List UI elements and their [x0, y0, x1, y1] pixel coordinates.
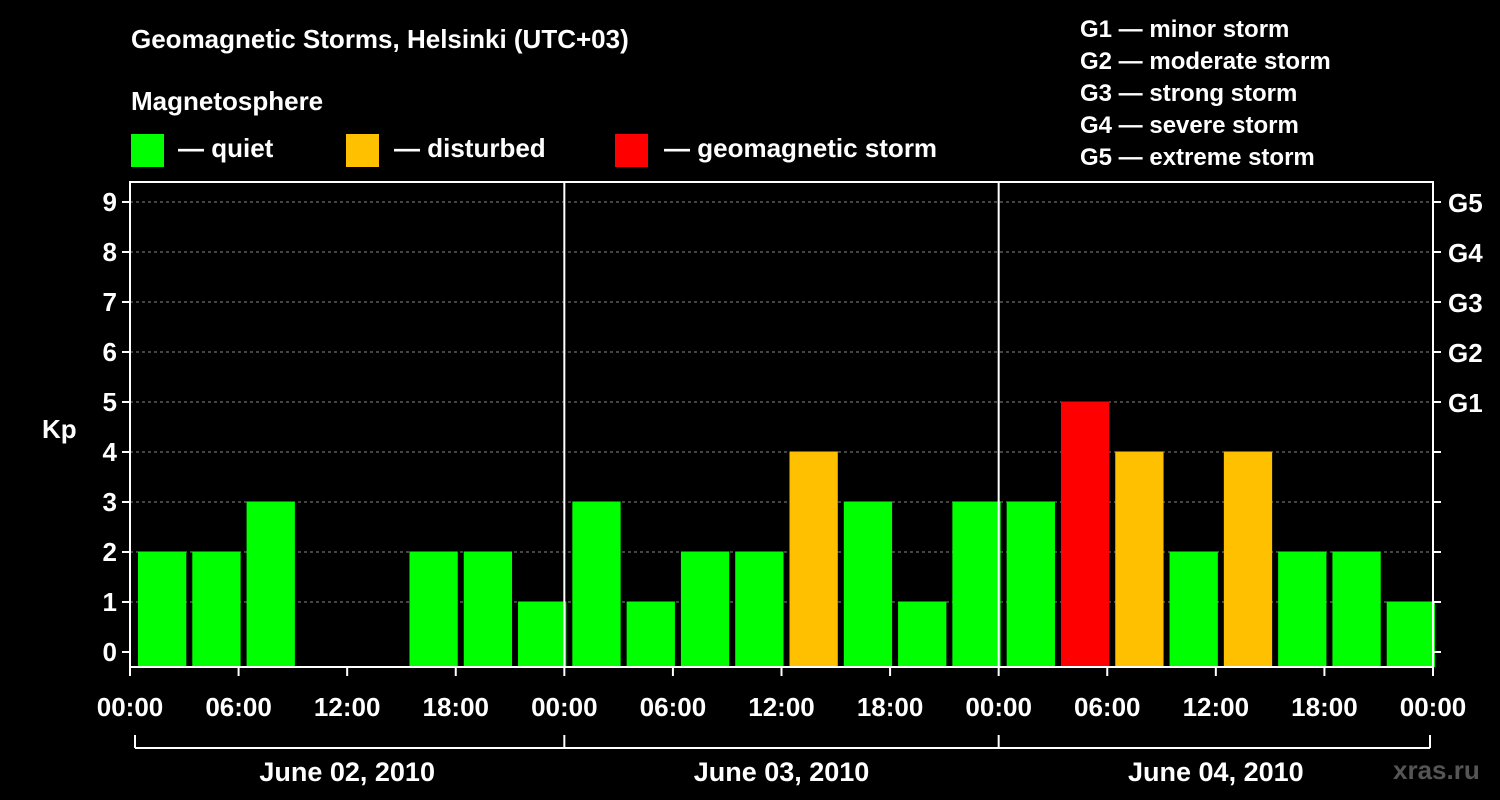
y-tick-label: 8 [103, 237, 117, 267]
x-tick-label: 00:00 [965, 692, 1032, 722]
g-level-label: G5 [1448, 188, 1483, 218]
day-label: June 02, 2010 [259, 757, 435, 787]
g-scale-g2: G2 — moderate storm [1080, 48, 1331, 75]
day-label: June 03, 2010 [694, 757, 870, 787]
kp-bar [572, 501, 621, 667]
kp-bar [735, 551, 784, 667]
y-tick-label: 3 [103, 487, 117, 517]
kp-bar [789, 451, 838, 667]
kp-bar [409, 551, 458, 667]
kp-bar [1006, 501, 1055, 667]
legend-swatch-disturbed [346, 134, 379, 167]
watermark: xras.ru [1393, 755, 1480, 785]
y-tick-label: 2 [103, 537, 117, 567]
kp-bar [1278, 551, 1327, 667]
day-label: June 04, 2010 [1128, 757, 1304, 787]
legend-label-storm: — geomagnetic storm [664, 133, 938, 163]
kp-bar [1060, 401, 1110, 667]
g-scale-g5: G5 — extreme storm [1080, 144, 1315, 171]
x-tick-label: 12:00 [748, 692, 815, 722]
g-level-label: G2 [1448, 338, 1483, 368]
x-tick-label: 18:00 [857, 692, 924, 722]
kp-bar [843, 501, 893, 667]
x-tick-label: 06:00 [205, 692, 272, 722]
legend-label-quiet: — quiet [178, 133, 274, 163]
x-tick-label: 18:00 [1291, 692, 1358, 722]
y-tick-label: 4 [103, 437, 118, 467]
g-level-label: G3 [1448, 288, 1483, 318]
g-level-label: G4 [1448, 238, 1483, 268]
x-tick-label: 12:00 [1183, 692, 1250, 722]
y-tick-label: 1 [103, 587, 117, 617]
kp-bar [952, 501, 1001, 667]
x-tick-label: 06:00 [640, 692, 707, 722]
y-tick-label: 9 [103, 187, 117, 217]
legend-swatch-quiet [131, 134, 164, 167]
kp-bar [518, 601, 567, 667]
legend-label-disturbed: — disturbed [394, 133, 546, 163]
g-scale-g3: G3 — strong storm [1080, 80, 1298, 107]
y-tick-label: 5 [103, 387, 117, 417]
kp-bar [898, 601, 947, 667]
x-tick-label: 06:00 [1074, 692, 1141, 722]
kp-bar [138, 551, 187, 667]
kp-bar [1332, 551, 1381, 667]
y-tick-label: 0 [103, 637, 117, 667]
kp-bar [1169, 551, 1218, 667]
kp-bar [1386, 601, 1435, 667]
kp-bar [1115, 451, 1164, 667]
kp-bar [246, 501, 295, 667]
y-axis-label: Kp [42, 414, 77, 444]
kp-bar [192, 551, 241, 667]
kp-bar [680, 551, 730, 667]
kp-bar [626, 601, 675, 667]
x-tick-label: 00:00 [97, 692, 164, 722]
kp-bar [1223, 451, 1273, 667]
legend-swatch-storm [615, 134, 648, 167]
g-level-label: G1 [1448, 388, 1483, 418]
chart-subtitle: Magnetosphere [131, 86, 324, 116]
y-tick-label: 6 [103, 337, 117, 367]
x-tick-label: 00:00 [1400, 692, 1467, 722]
x-tick-label: 12:00 [314, 692, 381, 722]
x-tick-label: 18:00 [423, 692, 490, 722]
kp-bar [463, 551, 513, 667]
x-tick-label: 00:00 [531, 692, 598, 722]
y-tick-label: 7 [103, 287, 117, 317]
g-scale-g4: G4 — severe storm [1080, 112, 1299, 139]
g-scale-g1: G1 — minor storm [1080, 16, 1290, 43]
chart-title: Geomagnetic Storms, Helsinki (UTC+03) [131, 24, 629, 54]
